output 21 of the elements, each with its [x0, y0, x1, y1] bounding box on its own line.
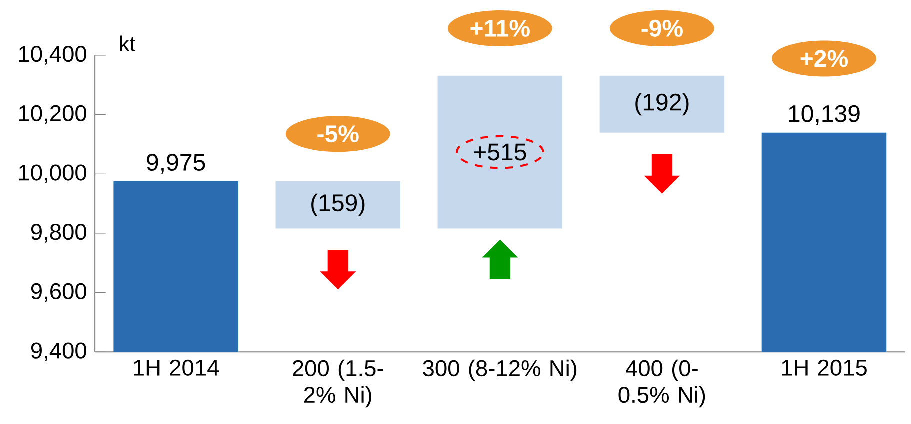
y-tick-label: 10,400	[19, 46, 86, 65]
data-label: 10,139	[789, 105, 860, 126]
text: -9%	[642, 20, 683, 37]
y-tick-label: 10,000	[19, 164, 86, 184]
text: +11%	[470, 20, 530, 37]
x-tick-label: 1H 2014	[134, 360, 220, 376]
x-tick-label: 400 (0-0.5% Ni)	[618, 360, 706, 408]
y-axis-title: kt	[120, 36, 136, 52]
y-tick-label: 10,200	[19, 105, 86, 124]
y-tick-label: 9,800	[31, 224, 86, 243]
x-tick-label: 1H 2015	[782, 360, 867, 376]
data-label: +515	[474, 144, 526, 161]
annotation: +2%	[800, 50, 848, 68]
data-label: 9,975	[147, 154, 206, 174]
x-tick-label: 200 (1.5-2% Ni)	[293, 360, 384, 408]
y-tick-label: 9,400	[31, 342, 86, 362]
y-tick-label: 9,600	[31, 283, 86, 302]
x-tick-label: 300 (8-12% Ni)	[423, 360, 577, 381]
annotation: -5%	[318, 125, 359, 142]
data-label: (159)	[312, 194, 365, 216]
data-label: (192)	[636, 93, 689, 116]
